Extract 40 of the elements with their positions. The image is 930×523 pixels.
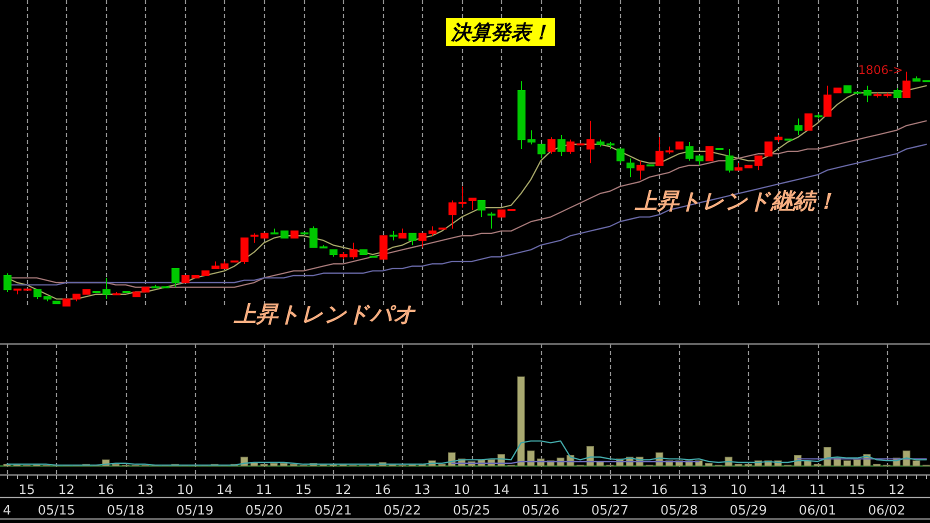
x-tick-label: 15: [18, 483, 36, 498]
x-tick-label: 05/27: [591, 504, 629, 518]
x-tick-label: 16: [98, 483, 114, 498]
x-tick-label: 12: [612, 483, 628, 498]
x-tick-label: 05/29: [730, 504, 768, 518]
x-tick-label: 11: [532, 483, 550, 498]
x-tick-label: 06/01: [798, 504, 836, 518]
text: 決算発表！: [450, 20, 551, 44]
x-tick-label: 4: [2, 504, 12, 518]
x-tick-label: 14: [216, 483, 233, 498]
x-tick-label: 05/25: [452, 504, 490, 518]
x-tick-label: 10: [176, 483, 194, 498]
x-tick-label: 16: [651, 483, 668, 498]
x-tick-label: 05/21: [314, 504, 352, 518]
x-tick-label: 05/26: [522, 504, 560, 518]
x-tick-label: 05/20: [245, 504, 283, 518]
x-tick-label: 16: [374, 483, 391, 498]
x-tick-label: 14: [770, 483, 786, 498]
x-tick-label: 15: [848, 483, 866, 498]
x-tick-label: 05/18: [106, 504, 144, 518]
x-tick-label: 14: [492, 483, 510, 498]
x-tick-label: 11: [809, 483, 826, 498]
x-tick-label: 15: [295, 483, 312, 498]
x-tick-label: 12: [58, 483, 75, 498]
x-tick-label: 05/15: [38, 504, 76, 518]
x-tick-label: 13: [690, 483, 708, 498]
x-tick-label: 11: [256, 483, 272, 498]
x-tick-label: 05/19: [176, 504, 214, 518]
x-tick-label: 15: [572, 483, 589, 498]
x-tick-label: 05/28: [660, 504, 698, 518]
x-tick-label: 06/02: [868, 504, 906, 518]
annotation: 1806->: [858, 63, 903, 77]
x-tick-label: 13: [137, 483, 154, 498]
x-tick-label: 05/22: [384, 504, 422, 518]
x-tick-label: 10: [453, 483, 470, 498]
x-tick-label: 10: [730, 483, 747, 498]
annotation: 上昇トレンドパオ: [233, 302, 416, 328]
x-tick-label: 13: [414, 483, 430, 498]
x-tick-label: 12: [888, 483, 905, 498]
x-tick-label: 12: [334, 483, 352, 498]
